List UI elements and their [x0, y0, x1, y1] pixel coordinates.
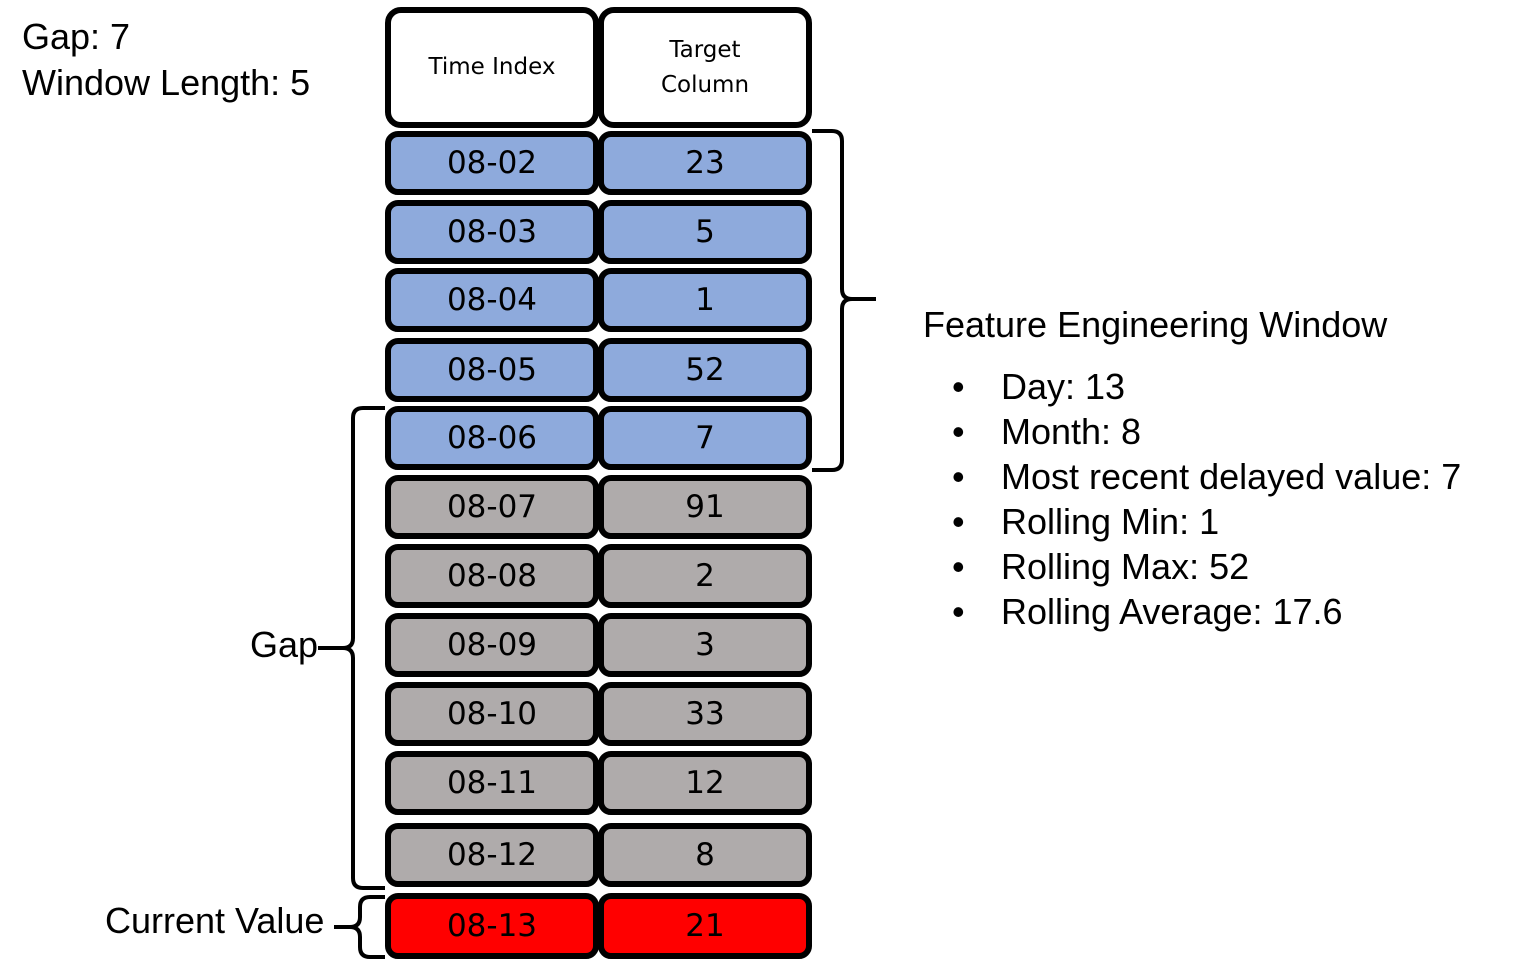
feature-item: • Rolling Max: 52 [952, 544, 1461, 589]
bullet-icon: • [952, 456, 965, 497]
target-value-cell: 5 [598, 200, 812, 264]
target-value-cell: 12 [598, 751, 812, 815]
target-value-cell: 1 [598, 268, 812, 332]
target-value-cell: 2 [598, 544, 812, 608]
target-value-cell: 3 [598, 613, 812, 677]
target-value-cell: 33 [598, 682, 812, 746]
bullet-icon: • [952, 411, 965, 452]
feature-item: • Rolling Min: 1 [952, 499, 1461, 544]
feature-item-text: Most recent delayed value: 7 [1001, 456, 1462, 497]
feature-item-text: Month: 8 [1001, 411, 1142, 452]
feature-item: • Rolling Average: 17.6 [952, 589, 1461, 634]
gap-bracket [318, 406, 385, 890]
time-index-cell: 08-02 [385, 131, 599, 195]
bullet-icon: • [952, 591, 965, 632]
feature-item-text: Rolling Min: 1 [1001, 501, 1220, 542]
time-index-cell: 08-10 [385, 682, 599, 746]
feature-item-text: Rolling Max: 52 [1001, 546, 1250, 587]
time-index-cell: 08-12 [385, 823, 599, 887]
feature-item-text: Rolling Average: 17.6 [1001, 591, 1343, 632]
time-index-cell: 08-09 [385, 613, 599, 677]
time-index-cell: 08-05 [385, 338, 599, 402]
target-value-cell: 52 [598, 338, 812, 402]
current-value-bracket [334, 895, 385, 959]
time-index-cell: 08-08 [385, 544, 599, 608]
target-value-cell: 91 [598, 475, 812, 539]
feature-window-bracket [812, 129, 876, 472]
target-value-cell: 21 [598, 893, 812, 959]
target-column-header-label: Target Column [660, 36, 750, 98]
time-index-cell: 08-07 [385, 475, 599, 539]
gap-label: Gap [250, 624, 319, 665]
time-index-cell: 08-11 [385, 751, 599, 815]
parameters: Gap: 7 Window Length: 5 [22, 14, 310, 106]
feature-list: • Day: 13 • Month: 8 • Most recent delayed va… [952, 364, 1461, 634]
feature-item: • Day: 13 [952, 364, 1461, 409]
target-value-cell: 23 [598, 131, 812, 195]
feature-window-title: Feature Engineering Window [923, 304, 1388, 345]
time-index-cell: 08-03 [385, 200, 599, 264]
time-index-cell: 08-13 [385, 893, 599, 959]
feature-item-text: Day: 13 [1001, 366, 1126, 407]
gap-parameter: Gap: 7 [22, 16, 131, 57]
time-index-cell: 08-04 [385, 268, 599, 332]
target-value-cell: 7 [598, 406, 812, 470]
current-value-label: Current Value [105, 900, 325, 941]
time-index-header: Time Index [385, 7, 599, 128]
feature-item: • Month: 8 [952, 409, 1461, 454]
target-column-header: Target Column [598, 7, 812, 128]
bullet-icon: • [952, 501, 965, 542]
bullet-icon: • [952, 366, 965, 407]
target-value-cell: 8 [598, 823, 812, 887]
bullet-icon: • [952, 546, 965, 587]
time-index-cell: 08-06 [385, 406, 599, 470]
feature-item: • Most recent delayed value: 7 [952, 454, 1461, 499]
window-length-parameter: Window Length: 5 [22, 62, 311, 103]
